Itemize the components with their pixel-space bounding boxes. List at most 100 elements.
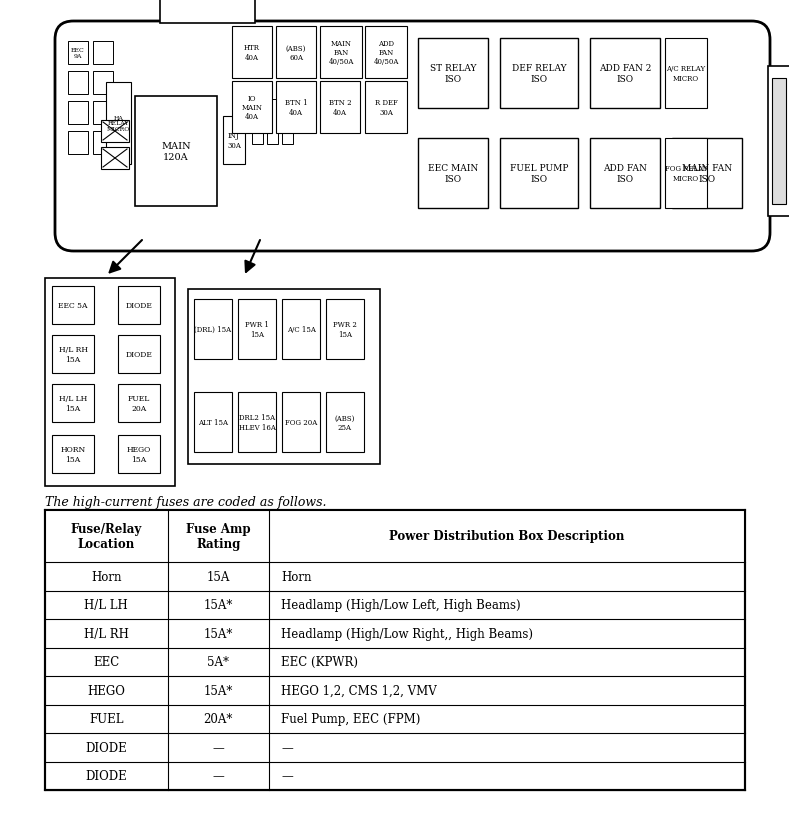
Text: 15A*: 15A* bbox=[204, 599, 233, 611]
Bar bbox=[672, 139, 742, 209]
Bar bbox=[101, 121, 129, 143]
Bar bbox=[238, 299, 276, 359]
Bar bbox=[282, 299, 320, 359]
Text: DIODE: DIODE bbox=[85, 769, 127, 782]
Text: A/C RELAY
MICRO: A/C RELAY MICRO bbox=[667, 65, 705, 83]
Bar bbox=[326, 393, 364, 452]
Text: H/L LH
15A: H/L LH 15A bbox=[59, 395, 87, 412]
Text: HTR
40A: HTR 40A bbox=[244, 44, 260, 62]
Bar bbox=[68, 72, 88, 95]
Bar bbox=[68, 102, 88, 125]
Text: —: — bbox=[281, 741, 293, 754]
Bar bbox=[665, 139, 707, 209]
Bar bbox=[194, 299, 232, 359]
Text: PWR 2
15A: PWR 2 15A bbox=[333, 321, 357, 339]
Text: —: — bbox=[212, 741, 224, 754]
Bar bbox=[326, 299, 364, 359]
Bar bbox=[276, 27, 316, 79]
Bar bbox=[320, 27, 362, 79]
Text: Headlamp (High/Low Right,, High Beams): Headlamp (High/Low Right,, High Beams) bbox=[281, 627, 533, 640]
Text: The high-current fuses are coded as follows.: The high-current fuses are coded as foll… bbox=[45, 496, 327, 508]
Bar bbox=[93, 102, 113, 125]
Text: Fuel Pump, EEC (FPM): Fuel Pump, EEC (FPM) bbox=[281, 712, 421, 726]
Text: (ABS)
25A: (ABS) 25A bbox=[335, 414, 355, 431]
Text: ADD FAN
ISO: ADD FAN ISO bbox=[603, 164, 647, 183]
Text: HORN
15A: HORN 15A bbox=[61, 446, 86, 463]
Text: EEC (KPWR): EEC (KPWR) bbox=[281, 655, 358, 669]
Bar bbox=[68, 132, 88, 155]
Bar bbox=[500, 139, 578, 209]
Text: BTN 2
40A: BTN 2 40A bbox=[329, 99, 351, 116]
Bar bbox=[768, 67, 789, 217]
Text: FUEL PUMP
ISO: FUEL PUMP ISO bbox=[510, 164, 568, 183]
Text: H/L RH: H/L RH bbox=[84, 627, 129, 640]
Bar bbox=[223, 117, 245, 165]
Text: Horn: Horn bbox=[91, 570, 122, 583]
Text: MAIN
120A: MAIN 120A bbox=[161, 142, 191, 161]
Text: DEF RELAY
ISO: DEF RELAY ISO bbox=[512, 64, 567, 84]
Text: HEGO 1,2, CMS 1,2, VMV: HEGO 1,2, CMS 1,2, VMV bbox=[281, 684, 437, 697]
Bar bbox=[118, 385, 160, 422]
Bar bbox=[52, 335, 94, 374]
Bar bbox=[52, 287, 94, 324]
Text: HEGO: HEGO bbox=[88, 684, 125, 697]
Text: PWR 1
15A: PWR 1 15A bbox=[245, 321, 269, 339]
Text: ST RELAY
ISO: ST RELAY ISO bbox=[430, 64, 477, 84]
Text: FUEL
20A: FUEL 20A bbox=[128, 395, 150, 412]
Text: EEC: EEC bbox=[93, 655, 119, 669]
Bar bbox=[365, 27, 407, 79]
Bar bbox=[194, 393, 232, 452]
Bar bbox=[665, 39, 707, 109]
Text: BTN 1
40A: BTN 1 40A bbox=[285, 99, 307, 116]
Text: 15A*: 15A* bbox=[204, 684, 233, 697]
Text: ADD
FAN
40/50A: ADD FAN 40/50A bbox=[373, 40, 398, 66]
Text: IO
MAIN
40A: IO MAIN 40A bbox=[241, 94, 263, 121]
Bar bbox=[52, 436, 94, 473]
Text: 15A: 15A bbox=[207, 570, 230, 583]
Text: H/L RH
15A: H/L RH 15A bbox=[58, 346, 88, 363]
Bar bbox=[45, 511, 745, 563]
Text: Fuse Amp
Rating: Fuse Amp Rating bbox=[186, 522, 251, 550]
Bar bbox=[93, 72, 113, 95]
Bar bbox=[93, 132, 113, 155]
Text: EEC 5A: EEC 5A bbox=[58, 302, 88, 309]
Text: DIODE: DIODE bbox=[85, 741, 127, 754]
Text: 5A*: 5A* bbox=[208, 655, 230, 669]
Text: MAIN FAN
ISO: MAIN FAN ISO bbox=[682, 164, 732, 183]
Text: INJ
30A: INJ 30A bbox=[227, 132, 241, 150]
Text: A/C 15A: A/C 15A bbox=[286, 325, 316, 334]
Text: H/L LH: H/L LH bbox=[84, 599, 128, 611]
Text: EEC
9A: EEC 9A bbox=[71, 48, 85, 59]
Bar bbox=[232, 27, 272, 79]
Text: Power Distribution Box Description: Power Distribution Box Description bbox=[389, 530, 625, 543]
Text: DRL2 15A
HLEV 16A: DRL2 15A HLEV 16A bbox=[238, 414, 275, 431]
Bar bbox=[500, 39, 578, 109]
Bar bbox=[135, 97, 217, 206]
Text: ALT 15A: ALT 15A bbox=[198, 419, 228, 426]
Bar bbox=[45, 511, 745, 790]
Bar bbox=[267, 99, 278, 145]
Text: —: — bbox=[281, 769, 293, 782]
Bar bbox=[365, 82, 407, 134]
Bar bbox=[101, 148, 129, 170]
Text: (DRL) 15A: (DRL) 15A bbox=[194, 325, 231, 334]
Text: (ABS)
60A: (ABS) 60A bbox=[286, 44, 306, 62]
Text: —: — bbox=[212, 769, 224, 782]
Text: FOG RELAY
MICRO: FOG RELAY MICRO bbox=[664, 166, 707, 182]
Bar bbox=[238, 393, 276, 452]
Text: 15A*: 15A* bbox=[204, 627, 233, 640]
Bar bbox=[52, 385, 94, 422]
Bar bbox=[320, 82, 360, 134]
Bar bbox=[106, 83, 131, 165]
Text: Fuse/Relay
Location: Fuse/Relay Location bbox=[71, 522, 142, 550]
Bar bbox=[418, 39, 488, 109]
Text: 20A*: 20A* bbox=[204, 712, 233, 726]
Bar bbox=[118, 436, 160, 473]
Bar bbox=[118, 335, 160, 374]
Bar bbox=[232, 82, 272, 134]
Bar bbox=[45, 278, 175, 487]
Bar bbox=[276, 82, 316, 134]
Text: HA
RELAY
MICRO: HA RELAY MICRO bbox=[107, 115, 130, 132]
Text: Horn: Horn bbox=[281, 570, 312, 583]
Bar bbox=[118, 287, 160, 324]
